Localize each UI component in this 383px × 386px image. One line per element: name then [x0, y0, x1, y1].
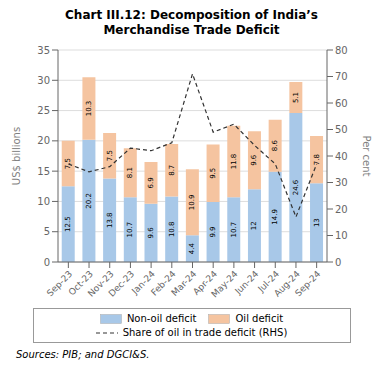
svg-text:25: 25: [37, 105, 50, 116]
svg-text:15: 15: [37, 166, 50, 177]
svg-text:13.8: 13.8: [106, 212, 114, 228]
svg-text:Oct-23: Oct-23: [66, 268, 95, 298]
svg-text:Jun-24: Jun-24: [232, 269, 260, 297]
svg-text:Mar-24: Mar-24: [169, 268, 199, 298]
svg-text:10.7: 10.7: [230, 222, 238, 238]
svg-text:5.1: 5.1: [292, 92, 300, 103]
svg-text:8.1: 8.1: [126, 167, 134, 178]
svg-text:Sep-23: Sep-23: [44, 268, 75, 299]
svg-text:12: 12: [250, 221, 258, 230]
svg-text:US$ billions: US$ billions: [11, 127, 22, 185]
svg-text:Feb-24: Feb-24: [149, 268, 178, 298]
svg-text:9.9: 9.9: [209, 226, 217, 237]
svg-text:9.6: 9.6: [250, 154, 258, 166]
svg-text:4.4: 4.4: [188, 243, 196, 255]
svg-text:20: 20: [335, 204, 348, 215]
svg-text:24.6: 24.6: [292, 179, 300, 195]
svg-text:Dec-23: Dec-23: [107, 269, 137, 299]
svg-text:80: 80: [335, 45, 348, 56]
svg-text:9.6: 9.6: [147, 227, 155, 239]
svg-text:Per cent: Per cent: [361, 135, 372, 176]
svg-text:8.7: 8.7: [168, 165, 176, 176]
svg-text:20: 20: [37, 135, 50, 146]
svg-text:11.8: 11.8: [230, 154, 238, 170]
svg-text:7.5: 7.5: [64, 158, 72, 169]
svg-text:12.5: 12.5: [64, 216, 72, 232]
svg-text:Aug-24: Aug-24: [272, 268, 302, 299]
html-text:Non-oil deficit: Non-oil deficit: [126, 313, 197, 324]
svg-text:0: 0: [44, 257, 50, 268]
svg-text:Jul-24: Jul-24: [256, 268, 282, 294]
svg-text:9.5: 9.5: [209, 168, 217, 179]
svg-text:6.9: 6.9: [147, 177, 155, 188]
html-text:Sources: PIB; and DGCI&S.: Sources: PIB; and DGCI&S.: [16, 349, 150, 360]
svg-text:8.6: 8.6: [271, 140, 279, 152]
svg-text:30: 30: [335, 177, 348, 188]
svg-text:Nov-23: Nov-23: [85, 268, 116, 299]
svg-text:May-24: May-24: [209, 269, 240, 300]
svg-text:10: 10: [335, 230, 348, 241]
svg-text:7.8: 7.8: [313, 154, 321, 165]
svg-text:10: 10: [37, 196, 50, 207]
svg-text:7.5: 7.5: [106, 150, 114, 161]
svg-text:30: 30: [37, 75, 50, 86]
svg-text:35: 35: [37, 45, 50, 56]
svg-text:0: 0: [335, 257, 341, 268]
svg-text:20.2: 20.2: [85, 193, 93, 209]
svg-text:10.3: 10.3: [85, 101, 93, 117]
svg-text:10.8: 10.8: [168, 221, 176, 237]
svg-text:60: 60: [335, 98, 348, 109]
svg-text:10.9: 10.9: [188, 195, 196, 211]
html-text:Share of oil in trade deficit: Share of oil in trade deficit (RHS): [122, 327, 288, 338]
svg-text:14.9: 14.9: [271, 209, 279, 225]
svg-text:10.7: 10.7: [126, 222, 134, 238]
html-text:Merchandise Trade Deficit: Merchandise Trade Deficit: [103, 23, 280, 37]
svg-text:50: 50: [335, 124, 348, 135]
svg-text:40: 40: [335, 151, 348, 162]
svg-text:Jan-24: Jan-24: [129, 268, 157, 297]
svg-text:5: 5: [44, 226, 50, 237]
html-text:Oil deficit: Oil deficit: [235, 313, 284, 324]
svg-text:Sep-24: Sep-24: [293, 269, 323, 299]
svg-text:70: 70: [335, 71, 348, 82]
svg-text:Apr-24: Apr-24: [191, 268, 220, 297]
html-text:Chart III.12: Decomposition of: Chart III.12: Decomposition of India’s: [65, 8, 318, 22]
svg-text:13: 13: [313, 218, 321, 227]
